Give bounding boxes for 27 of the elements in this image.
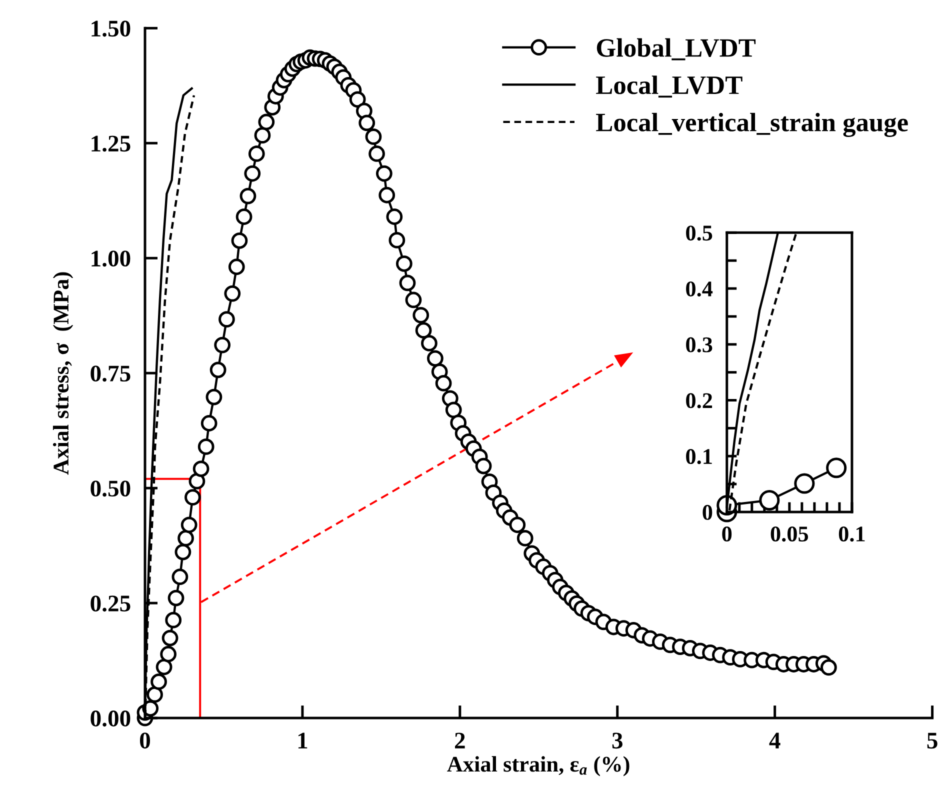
y-tick-label: 1.25 xyxy=(92,136,130,152)
legend-label: Local_vertical_strain gauge xyxy=(596,112,908,137)
y-tick-label: 0.4 xyxy=(686,281,713,297)
x-tick-label: 4 xyxy=(769,732,780,748)
y-tick-label: 1.50 xyxy=(92,20,130,37)
x-tick-label: 3 xyxy=(612,732,622,749)
x-tick-label: 0.1 xyxy=(838,526,865,542)
x-tick-label: 2 xyxy=(455,732,465,748)
y-tick-label: 0.25 xyxy=(90,596,130,612)
y-axis-title: Axial stress, σ (MPa) xyxy=(52,272,74,475)
y-tick-label: 0.2 xyxy=(686,393,712,408)
y-tick-label: 0 xyxy=(702,504,712,520)
x-tick-label: 1 xyxy=(298,732,308,748)
x-tick-label: 0 xyxy=(140,732,150,749)
x-tick-label: 5 xyxy=(927,732,938,749)
y-tick-label: 0.1 xyxy=(686,449,712,464)
y-tick-label: 0.5 xyxy=(686,226,712,241)
y-tick-label: 0.3 xyxy=(686,337,712,352)
y-tick-label: 1.00 xyxy=(92,250,130,267)
legend-label: Global_LVDT xyxy=(596,38,756,60)
x-tick-label: 0 xyxy=(722,526,732,542)
y-tick-label: 0.50 xyxy=(90,480,130,497)
y-tick-label: 0.75 xyxy=(90,366,130,382)
legend-label: Local_LVDT xyxy=(596,76,742,98)
x-tick-label: 0.05 xyxy=(770,526,808,542)
y-tick-label: 0.00 xyxy=(90,710,130,727)
x-axis-title: Axial strain, ε$_{a}$ (%) xyxy=(447,756,630,776)
